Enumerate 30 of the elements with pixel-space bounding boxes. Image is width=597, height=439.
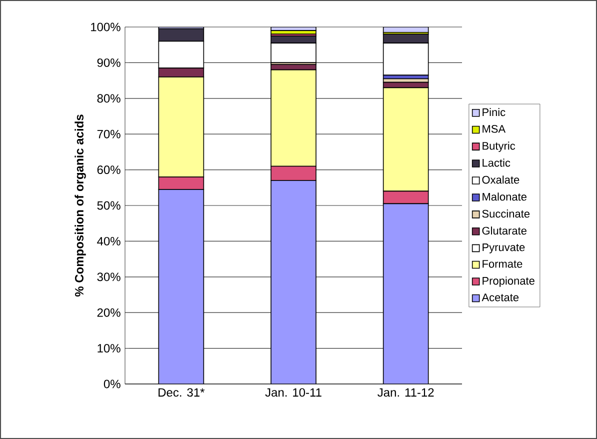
y-tick-label: 70% [97,130,120,138]
legend-label: Pinic [482,108,506,116]
y-tick-label: 60% [97,166,120,174]
legend-label: Glutarate [482,226,526,235]
y-tick-label: 50% [97,201,120,210]
legend-label: Succinate [482,210,530,218]
bar [158,189,204,384]
legend-label: Formate [482,260,522,268]
legend-label: Butyric [482,142,516,152]
y-tick-label: 30% [97,272,120,282]
legend-label: Acetate [482,294,519,302]
x-tick-label: Dec. 31* [158,388,205,397]
legend-label: Pyruvate [482,244,525,254]
y-tick-label: 100% [91,22,120,32]
legend-label: Propionate [482,276,534,287]
bar [270,180,316,384]
x-tick-label: Jan. 10-11 [265,388,322,397]
legend-label: Malonate [482,192,526,201]
y-tick-label: 90% [97,58,120,67]
y-tick-label: 0% [104,380,120,388]
y-tick-label: 80% [97,94,120,103]
legend-label: MSA [482,125,506,133]
x-tick-label: Jan. 11-12 [378,388,434,397]
legend-label: Lactic [482,158,510,167]
legend-label: Oxalate [482,176,520,184]
bar [382,203,429,384]
y-tick-label: 40% [97,236,120,246]
y-tick-label: 10% [98,344,120,353]
y-axis-title: % Composition of organic acids [74,114,86,297]
y-tick-label: 20% [97,308,120,317]
